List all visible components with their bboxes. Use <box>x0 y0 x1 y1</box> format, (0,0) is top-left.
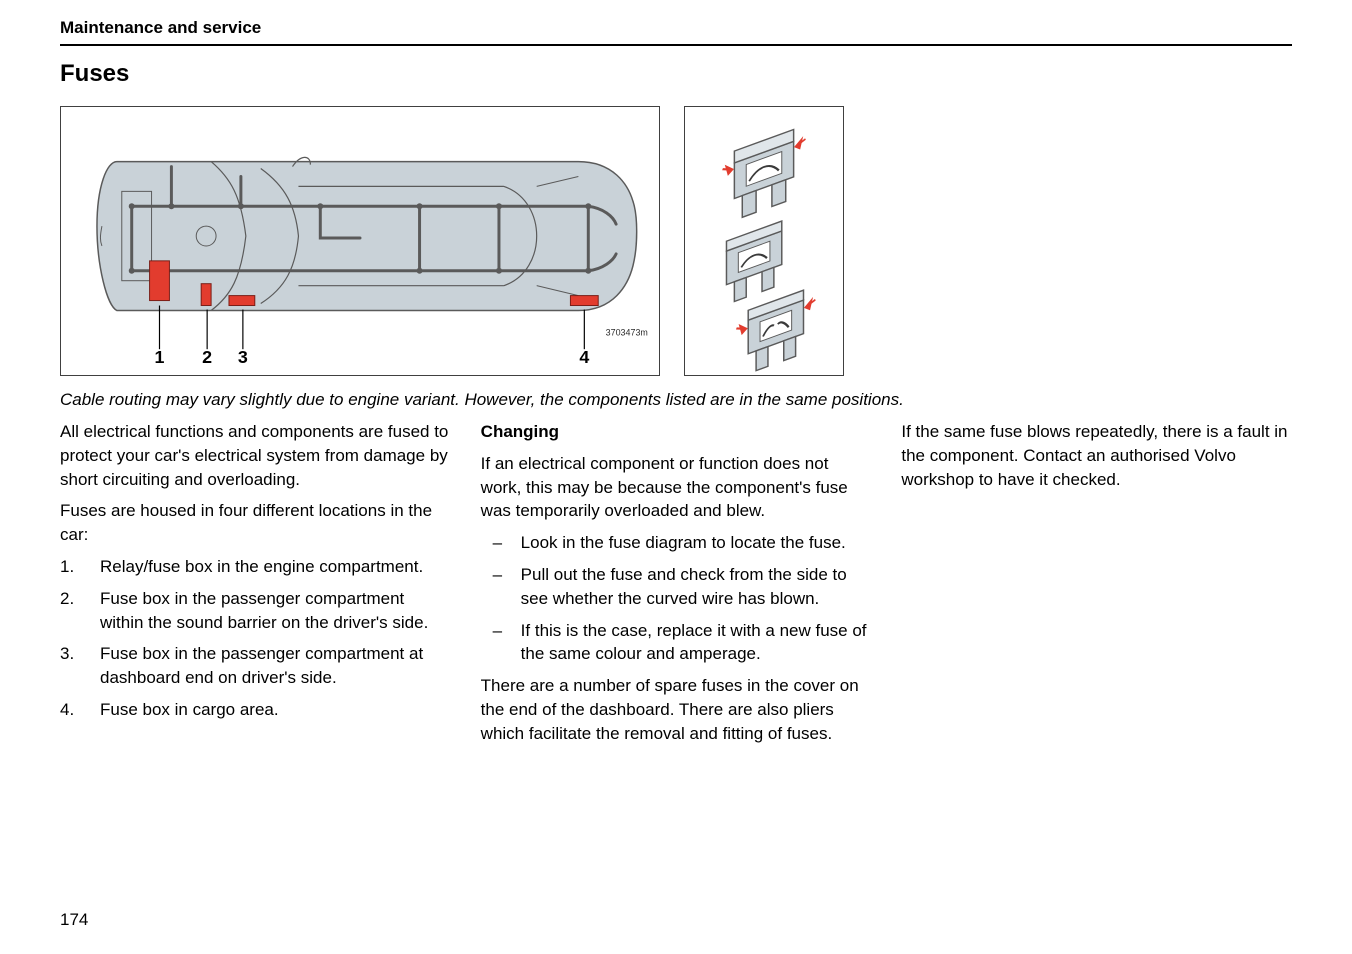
body-columns: All electrical functions and components … <box>60 420 1292 754</box>
figure-label-3: 3 <box>238 347 248 367</box>
column-2: Changing If an electrical component or f… <box>481 420 872 754</box>
chapter-heading: Maintenance and service <box>60 18 1292 46</box>
changing-heading: Changing <box>481 420 872 444</box>
repeat-blow-text: If the same fuse blows repeatedly, there… <box>901 420 1292 491</box>
changing-steps: Look in the fuse diagram to locate the f… <box>481 531 872 666</box>
figure-label-4: 4 <box>579 347 589 367</box>
intro-text: All electrical functions and components … <box>60 420 451 491</box>
list-item: Pull out the fuse and check from the sid… <box>481 563 872 611</box>
list-item: Relay/fuse box in the engine compartment… <box>60 555 451 579</box>
car-wiring-svg: 3703473m 1 2 3 4 <box>61 107 659 375</box>
fuse-closeup-svg <box>685 107 843 375</box>
page-number: 174 <box>60 910 88 930</box>
figure-row: 3703473m 1 2 3 4 <box>60 106 1292 376</box>
list-item: Fuse box in the passenger compartment wi… <box>60 587 451 635</box>
column-3: If the same fuse blows repeatedly, there… <box>901 420 1292 754</box>
locations-lead: Fuses are housed in four different locat… <box>60 499 451 547</box>
list-item: Fuse box in the passenger compartment at… <box>60 642 451 690</box>
list-item: If this is the case, replace it with a n… <box>481 619 872 667</box>
fuse-locations-list: Relay/fuse box in the engine compartment… <box>60 555 451 722</box>
figure-car-wiring: 3703473m 1 2 3 4 <box>60 106 660 376</box>
figure-image-id: 3703473m <box>606 327 648 337</box>
changing-outro: There are a number of spare fuses in the… <box>481 674 872 745</box>
section-title: Fuses <box>60 60 1292 88</box>
figure-label-2: 2 <box>202 347 212 367</box>
list-item: Look in the fuse diagram to locate the f… <box>481 531 872 555</box>
list-item: Fuse box in cargo area. <box>60 698 451 722</box>
figure-label-1: 1 <box>155 347 165 367</box>
figure-caption: Cable routing may vary slightly due to e… <box>60 390 1292 410</box>
changing-intro: If an electrical component or function d… <box>481 452 872 523</box>
figure-fuse-closeup <box>684 106 844 376</box>
column-1: All electrical functions and components … <box>60 420 451 754</box>
